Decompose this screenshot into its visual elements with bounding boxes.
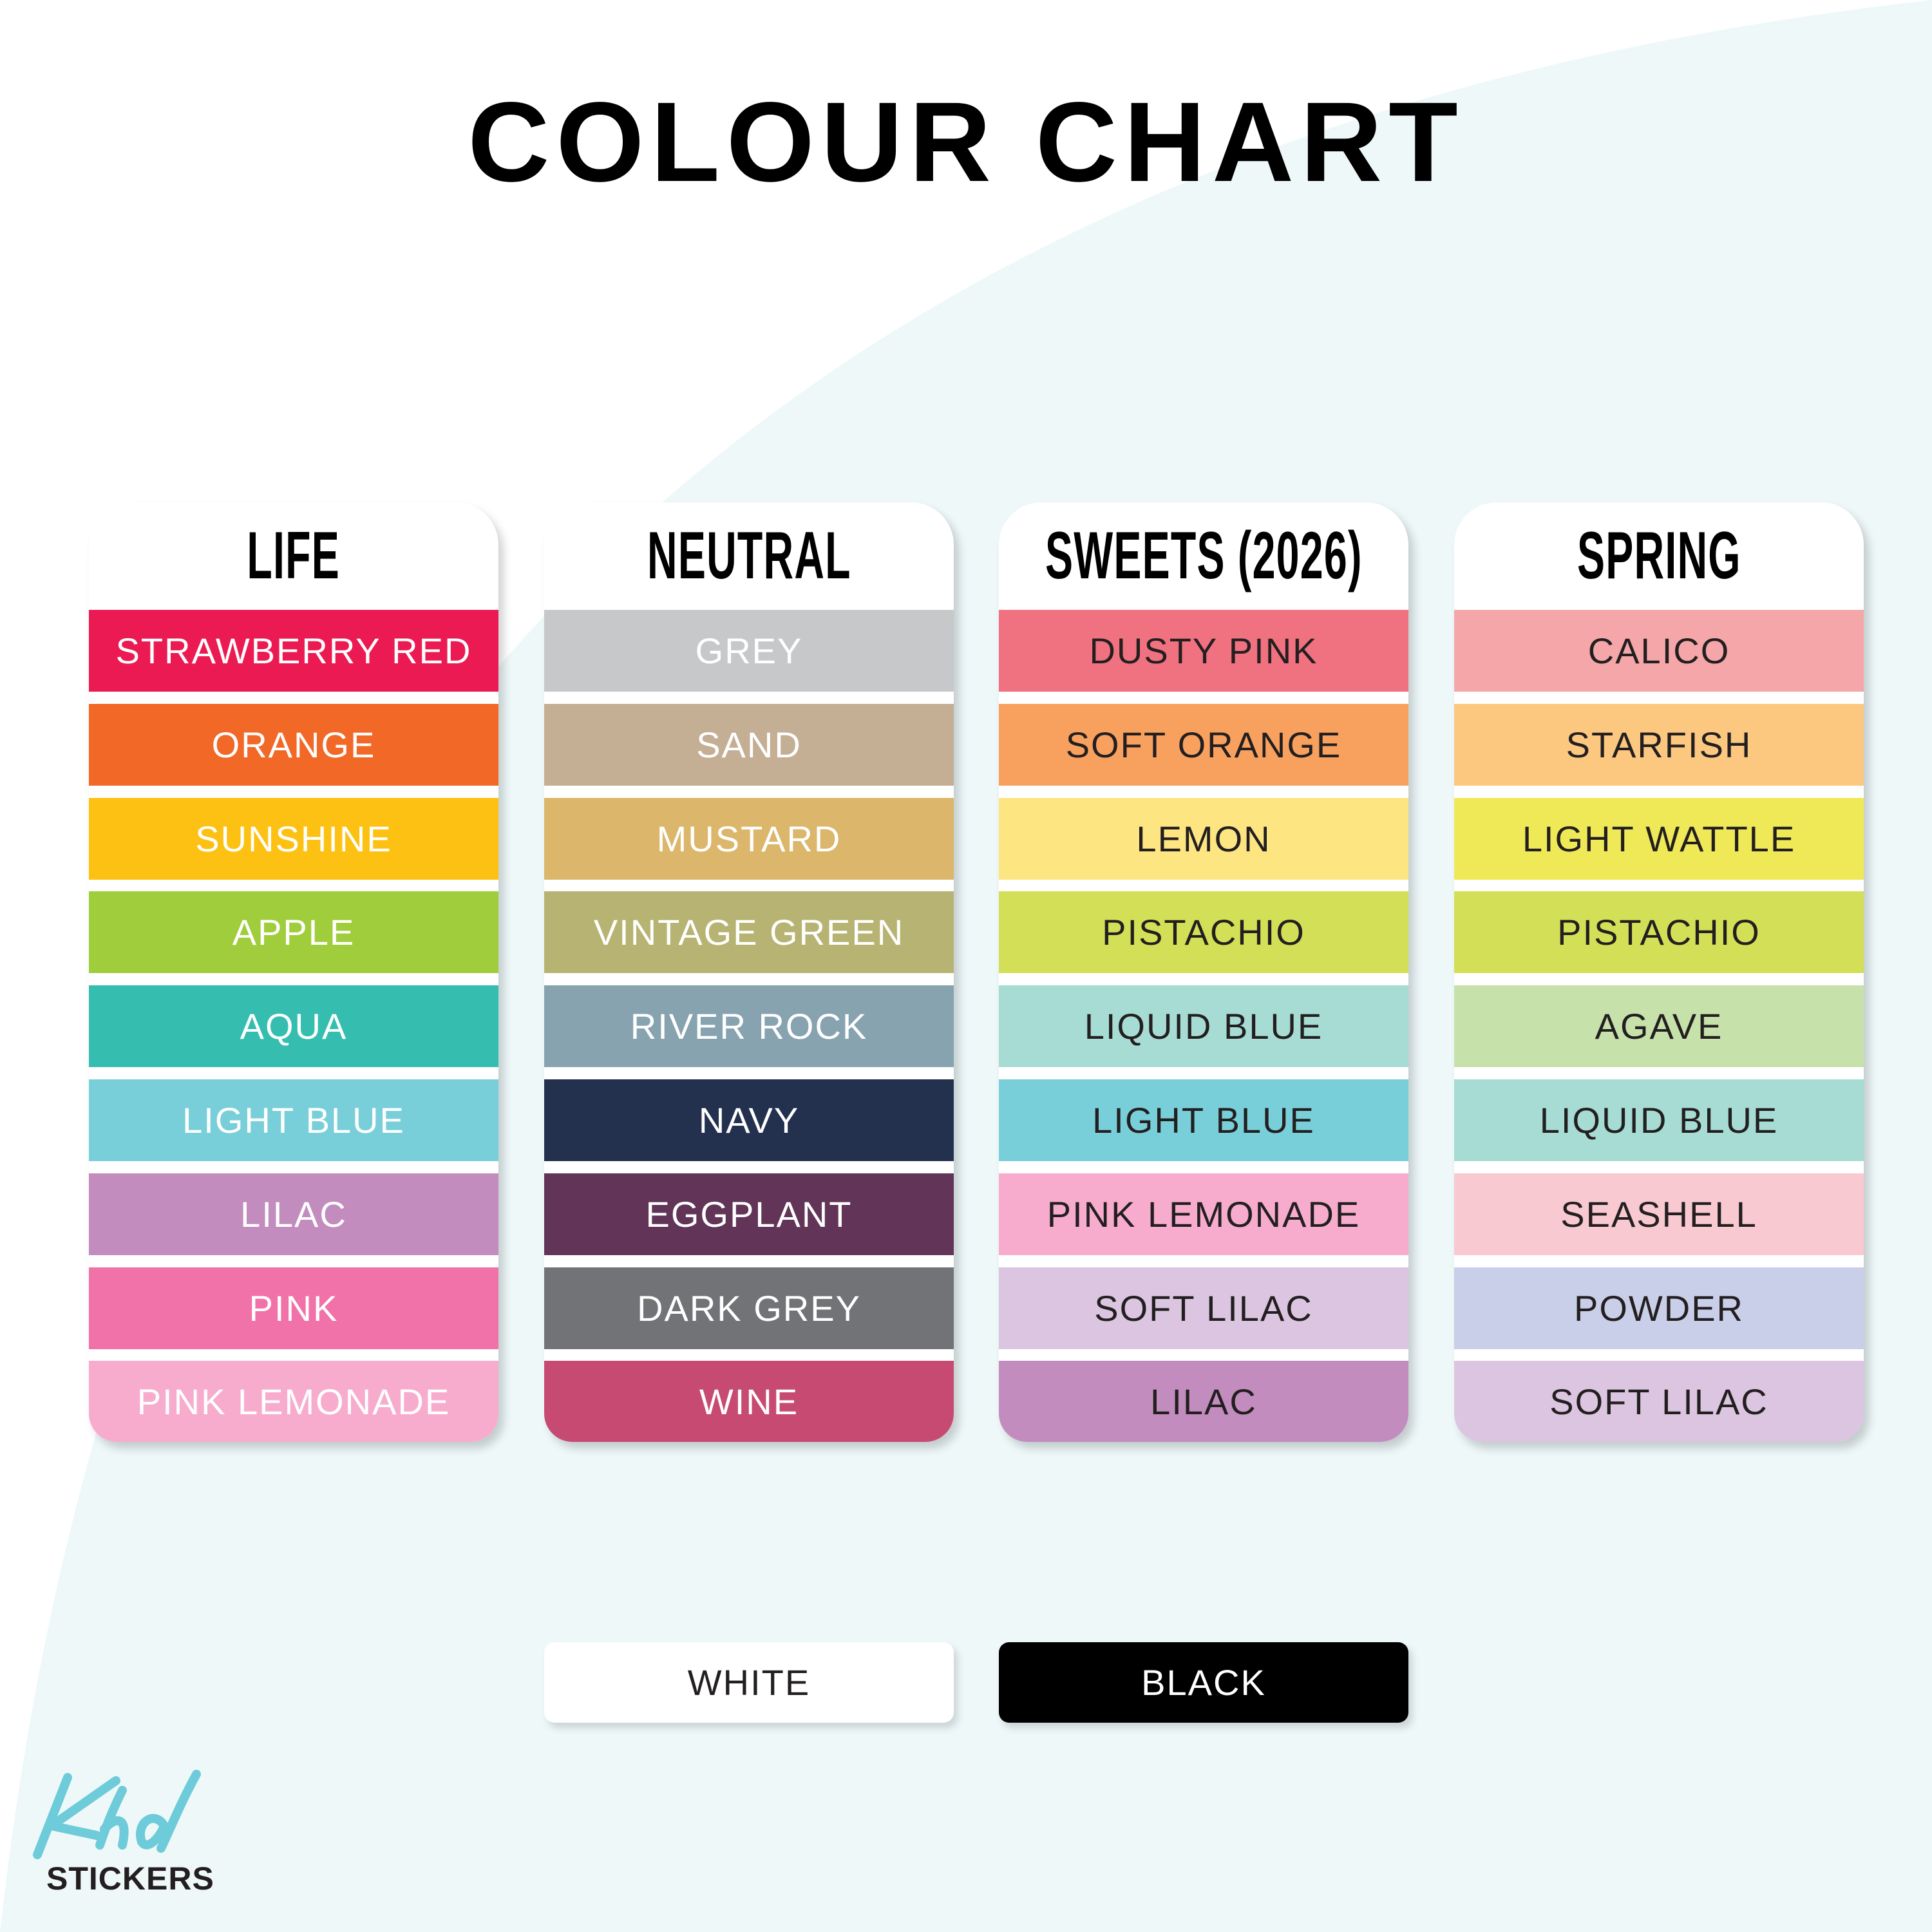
colour-card-life: LIFE STRAWBERRY RED ORANGE SUNSHINE APPLE AQU… xyxy=(89,502,498,1442)
colour-swatch: SOFT ORANGE xyxy=(999,703,1408,786)
colour-swatch: APPLE xyxy=(89,891,498,974)
colour-swatch: LIQUID BLUE xyxy=(999,985,1408,1068)
colour-swatch: RIVER ROCK xyxy=(544,985,954,1068)
colour-swatch: NAVY xyxy=(544,1079,954,1161)
khd-logo xyxy=(33,1770,201,1859)
colour-swatch: SOFT LILAC xyxy=(999,1267,1408,1349)
card-heading-text: SPRING xyxy=(1577,518,1741,593)
colour-swatch: SUNSHINE xyxy=(89,797,498,880)
colour-swatch: POWDER xyxy=(1454,1267,1864,1349)
colour-swatch: CALICO xyxy=(1454,610,1864,692)
colour-swatch: LIGHT BLUE xyxy=(89,1079,498,1161)
colour-swatch: SOFT LILAC xyxy=(1454,1361,1864,1442)
card-heading: SPRING xyxy=(1454,502,1864,610)
colour-swatch: STRAWBERRY RED xyxy=(89,610,498,692)
logo-text: STICKERS xyxy=(46,1861,214,1897)
colour-swatch: SEASHELL xyxy=(1454,1173,1864,1255)
card-heading-text: NEUTRAL xyxy=(647,518,851,593)
colour-swatch: EGGPLANT xyxy=(544,1173,954,1255)
colour-card-sweets-2026: SWEETS (2026) DUSTY PINK SOFT ORANGE LEMON P… xyxy=(999,502,1408,1442)
colour-swatch: MUSTARD xyxy=(544,797,954,880)
colour-swatch: AQUA xyxy=(89,985,498,1068)
colour-swatch: STARFISH xyxy=(1454,703,1864,786)
colour-swatch-black: BLACK xyxy=(999,1642,1408,1723)
page-title: COLOUR CHART xyxy=(468,79,1464,205)
colour-swatch: LEMON xyxy=(999,797,1408,880)
card-heading: LIFE xyxy=(89,502,498,610)
colour-swatch: LILAC xyxy=(999,1361,1408,1442)
colour-swatch: LILAC xyxy=(89,1173,498,1255)
colour-swatch: AGAVE xyxy=(1454,985,1864,1068)
colour-swatch-white: WHITE xyxy=(544,1642,954,1723)
colour-swatch: PINK xyxy=(89,1267,498,1349)
colour-swatch: PINK LEMONADE xyxy=(999,1173,1408,1255)
colour-card-neutral: NEUTRAL GREY SAND MUSTARD VINTAGE GREEN RIVER… xyxy=(544,502,954,1442)
colour-card-spring: SPRING CALICO STARFISH LIGHT WATTLE PISTACHI… xyxy=(1454,502,1864,1442)
colour-swatch: VINTAGE GREEN xyxy=(544,891,954,974)
colour-swatch: LIGHT BLUE xyxy=(999,1079,1408,1161)
card-heading-text: SWEETS (2026) xyxy=(1045,518,1363,593)
card-heading-text: LIFE xyxy=(247,518,341,593)
card-heading: SWEETS (2026) xyxy=(999,502,1408,610)
colour-swatch: ORANGE xyxy=(89,703,498,786)
colour-swatch: PINK LEMONADE xyxy=(89,1361,498,1442)
colour-swatch: GREY xyxy=(544,610,954,692)
colour-swatch: LIQUID BLUE xyxy=(1454,1079,1864,1161)
colour-swatch: PISTACHIO xyxy=(1454,891,1864,974)
card-heading: NEUTRAL xyxy=(544,502,954,610)
colour-swatch: SAND xyxy=(544,703,954,786)
colour-swatch: WINE xyxy=(544,1361,954,1442)
colour-swatch: LIGHT WATTLE xyxy=(1454,797,1864,880)
colour-swatch: DUSTY PINK xyxy=(999,610,1408,692)
colour-swatch: DARK GREY xyxy=(544,1267,954,1349)
colour-swatch: PISTACHIO xyxy=(999,891,1408,974)
